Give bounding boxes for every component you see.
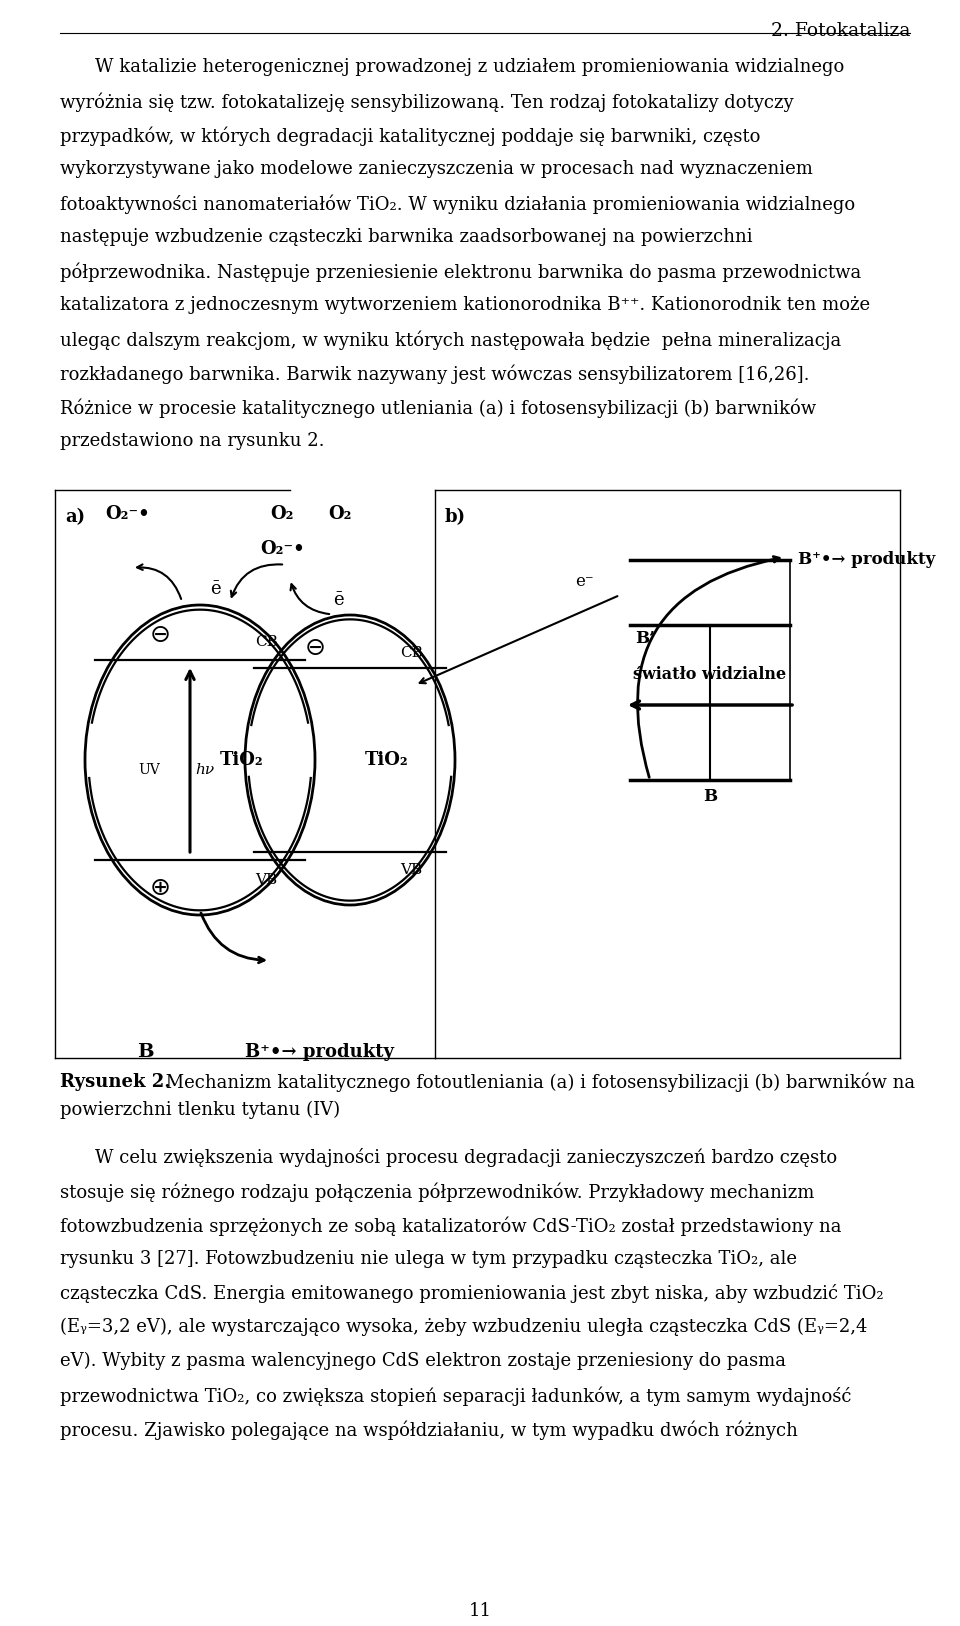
Text: CB: CB bbox=[400, 646, 422, 660]
Text: VB: VB bbox=[255, 873, 277, 888]
Text: o: o bbox=[889, 59, 900, 76]
Text: w: w bbox=[884, 398, 900, 416]
Text: ē: ē bbox=[209, 579, 220, 598]
Text: TiO₂: TiO₂ bbox=[220, 751, 264, 769]
Text: stosuje się różnego rodzaju połączenia półprzewodników. Przykładowy mechanizm: stosuje się różnego rodzaju połączenia p… bbox=[60, 1182, 814, 1202]
Text: e⁻: e⁻ bbox=[575, 572, 593, 590]
Text: TiO₂: TiO₂ bbox=[365, 751, 409, 769]
Text: wyróżnia się tzw. fotokatalizeję sensybilizowaną. Ten rodzaj fotokatalizy dotycz: wyróżnia się tzw. fotokatalizeję sensybi… bbox=[60, 93, 794, 112]
Text: B: B bbox=[136, 1042, 154, 1062]
Text: Mechanizm katalitycznego fotoutleniania (a) i fotosensybilizacji (b) barwników n: Mechanizm katalitycznego fotoutleniania … bbox=[160, 1073, 915, 1093]
Text: W celu zwiększenia wydajności procesu degradacji zanieczyszczeń bardzo często: W celu zwiększenia wydajności procesu de… bbox=[95, 1148, 837, 1167]
Text: B: B bbox=[703, 789, 717, 805]
Text: VB: VB bbox=[400, 863, 422, 876]
Text: e: e bbox=[889, 296, 900, 314]
Text: światło widzialne: światło widzialne bbox=[634, 667, 786, 683]
Text: powierzchni tlenku tytanu (IV): powierzchni tlenku tytanu (IV) bbox=[60, 1101, 340, 1119]
Text: (Eᵧ=3,2 eV), ale wystarczająco wysoka, żeby wzbudzeniu uległa cząsteczka CdS (Eᵧ: (Eᵧ=3,2 eV), ale wystarczająco wysoka, ż… bbox=[60, 1319, 868, 1337]
Text: ulegąc dalszym reakcjom, w wyniku których następowała będzie  pełna mineralizacj: ulegąc dalszym reakcjom, w wyniku któryc… bbox=[60, 330, 841, 350]
Text: półprzewodnika. Następuje przeniesienie elektronu barwnika do pasma przewodnictw: półprzewodnika. Następuje przeniesienie … bbox=[60, 262, 861, 281]
Text: Różnice w procesie katalitycznego utleniania (a) i fotosensybilizacji (b) barwni: Różnice w procesie katalitycznego utleni… bbox=[60, 398, 816, 418]
Text: hν: hν bbox=[195, 763, 214, 777]
Text: 11: 11 bbox=[468, 1602, 492, 1619]
Text: i: i bbox=[894, 228, 900, 246]
Text: wykorzystywane jako modelowe zanieczyszczenia w procesach nad wyznaczeniem: wykorzystywane jako modelowe zanieczyszc… bbox=[60, 159, 813, 177]
Text: o: o bbox=[889, 125, 900, 145]
Text: rysunku 3 [27]. Fotowzbudzeniu nie ulega w tym przypadku cząsteczka TiO₂, ale: rysunku 3 [27]. Fotowzbudzeniu nie ulega… bbox=[60, 1250, 797, 1268]
Text: UV: UV bbox=[138, 763, 160, 777]
Text: Rysunek 2.: Rysunek 2. bbox=[60, 1073, 171, 1091]
Text: cząsteczka CdS. Energia emitowanego promieniowania jest zbyt niska, aby wzbudzić: cząsteczka CdS. Energia emitowanego prom… bbox=[60, 1285, 883, 1302]
Text: fotoaktywności nanomateriałów TiO₂. W wyniku działania promieniowania widzialneg: fotoaktywności nanomateriałów TiO₂. W wy… bbox=[60, 193, 855, 213]
Text: W katalizie heterogenicznej prowadzonej z udziałem promieniowania widzialnego: W katalizie heterogenicznej prowadzonej … bbox=[95, 59, 844, 76]
Text: a: a bbox=[889, 330, 900, 348]
Text: m: m bbox=[883, 159, 900, 177]
Text: y: y bbox=[890, 93, 900, 111]
Text: B⁺•→ produkty: B⁺•→ produkty bbox=[798, 551, 935, 569]
Text: następuje wzbudzenie cząsteczki barwnika zaadsorbowanej na powierzchni: następuje wzbudzenie cząsteczki barwnika… bbox=[60, 228, 753, 246]
Text: rozkładanego barwnika. Barwik nazywany jest wówczas sensybilizatorem [16,26].: rozkładanego barwnika. Barwik nazywany j… bbox=[60, 364, 809, 384]
Text: a): a) bbox=[65, 507, 85, 525]
Text: B’: B’ bbox=[635, 629, 655, 647]
Text: fotowzbudzenia sprzężonych ze sobą katalizatorów CdS-TiO₂ został przedstawiony n: fotowzbudzenia sprzężonych ze sobą katal… bbox=[60, 1216, 842, 1236]
Text: B⁺•→ produkty: B⁺•→ produkty bbox=[245, 1042, 394, 1062]
Text: 2. Fotokataliza: 2. Fotokataliza bbox=[771, 23, 910, 41]
Text: ⊖: ⊖ bbox=[304, 636, 325, 660]
Text: O₂⁻•: O₂⁻• bbox=[106, 506, 151, 524]
Text: o: o bbox=[889, 193, 900, 211]
Text: O₂: O₂ bbox=[328, 506, 351, 524]
Text: .: . bbox=[894, 364, 900, 382]
Text: ⊖: ⊖ bbox=[150, 623, 171, 647]
Text: procesu. Zjawisko polegające na współdziałaniu, w tym wypadku dwóch różnych: procesu. Zjawisko polegające na współdzi… bbox=[60, 1419, 798, 1439]
Text: katalizatora z jednoczesnym wytworzeniem kationorodnika B⁺⁺. Kationorodnik ten m: katalizatora z jednoczesnym wytworzeniem… bbox=[60, 296, 870, 314]
Text: b): b) bbox=[445, 507, 467, 525]
Text: eV). Wybity z pasma walencyjnego CdS elektron zostaje przeniesiony do pasma: eV). Wybity z pasma walencyjnego CdS ele… bbox=[60, 1351, 786, 1371]
Text: przedstawiono na rysunku 2.: przedstawiono na rysunku 2. bbox=[60, 433, 324, 450]
Text: przewodnictwa TiO₂, co zwiększa stopień separacji ładunków, a tym samym wydajnoś: przewodnictwa TiO₂, co zwiększa stopień … bbox=[60, 1385, 852, 1405]
Text: O₂⁻•: O₂⁻• bbox=[260, 540, 305, 558]
Text: CB: CB bbox=[255, 636, 277, 649]
Text: ⊕: ⊕ bbox=[150, 876, 171, 901]
Text: a: a bbox=[889, 262, 900, 280]
Text: przypadków, w których degradacji katalitycznej poddaje się barwniki, często: przypadków, w których degradacji katalit… bbox=[60, 125, 760, 145]
Text: O₂: O₂ bbox=[271, 506, 294, 524]
Text: ē: ē bbox=[333, 592, 344, 610]
